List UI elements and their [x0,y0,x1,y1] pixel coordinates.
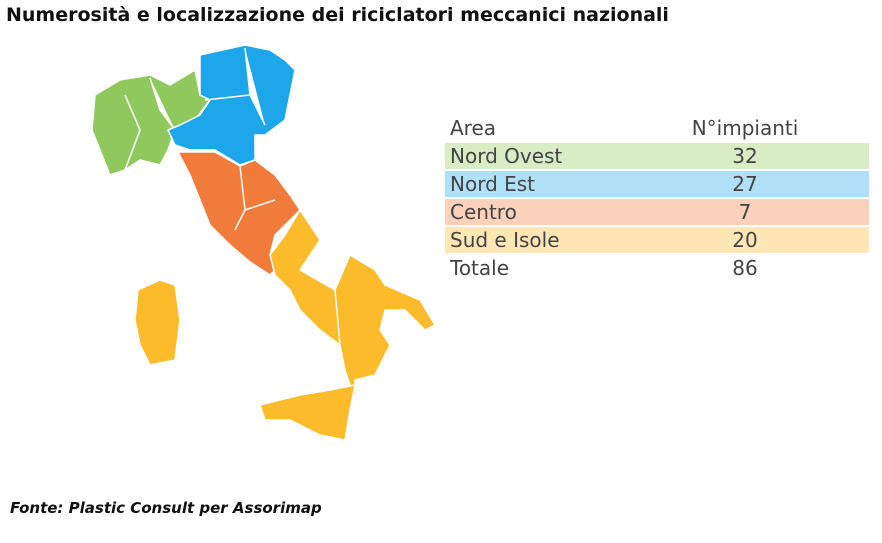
map-region [134,279,181,366]
row-background [445,199,869,225]
table: Area N°impianti Nord Ovest 32 Nord Est 27 Ce… [445,114,869,282]
row-background [445,143,869,169]
table-row: Nord Ovest 32 [445,142,869,170]
title: Numerosità e localizzazione dei riciclat… [6,4,669,26]
count-cell: 20 [732,228,758,252]
table-row: Nord Est 27 [445,170,869,198]
source: Fonte: Plastic Consult per Assorimap [10,499,322,517]
area-cell: Sud e Isole [450,228,560,252]
area-cell: Nord Ovest [450,144,563,168]
header-cell: N°impianti [691,116,799,140]
table-row: Sud e Isole 20 [445,226,869,254]
map-region [269,209,436,401]
table-header: Area N°impianti [445,114,869,142]
map-region [177,151,301,276]
count-cell: 7 [738,200,752,224]
map-region [259,384,356,441]
count-cell: 32 [732,144,758,168]
table-row: Totale 86 [445,254,869,282]
area-cell: Centro [450,200,517,224]
row-background [445,171,869,197]
area-cell: Totale [450,256,510,280]
count-cell: 27 [732,172,758,196]
count-cell: 86 [732,256,758,280]
table-row: Centro 7 [445,198,869,226]
row-background [445,227,869,253]
header-cell: Area [450,116,497,140]
map-region [91,69,211,176]
area-cell: Nord Est [450,172,536,196]
